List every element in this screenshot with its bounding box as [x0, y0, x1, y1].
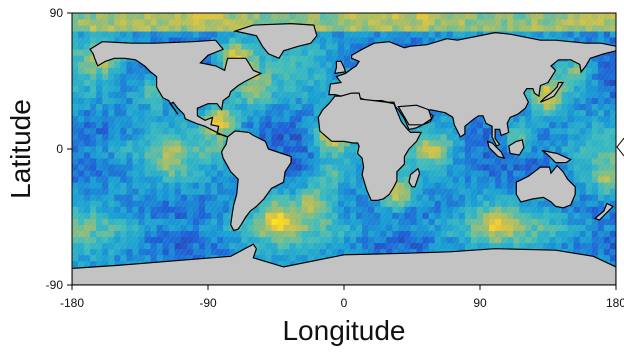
y-axis-label: Latitude	[5, 99, 36, 199]
y-tick-label: -90	[46, 278, 64, 292]
x-tick-label: 180	[606, 296, 624, 310]
land-new-zealand	[593, 202, 615, 221]
land-australia	[515, 164, 576, 209]
y-tick-label: 0	[56, 142, 63, 156]
land-british-isles	[334, 60, 347, 75]
land-arabian-peninsula	[397, 104, 433, 126]
x-tick-label: -180	[60, 296, 84, 310]
land-greenland	[232, 22, 318, 60]
y-axis-ticks: 90 0 -90	[46, 6, 72, 292]
land-masses	[72, 22, 616, 285]
land-madagascar	[408, 167, 421, 188]
land-south-america	[220, 130, 292, 232]
land-antarctica	[72, 243, 616, 285]
land-borneo	[508, 139, 525, 156]
land-japan	[539, 81, 565, 103]
x-axis-ticks: -180 -90 0 90 180	[60, 285, 624, 310]
x-tick-label: -90	[199, 296, 217, 310]
land-north-america	[89, 39, 263, 138]
land-new-guinea	[541, 149, 572, 164]
land-sumatra	[486, 140, 506, 159]
x-tick-label: 0	[341, 296, 348, 310]
clipped-edge-marker	[616, 137, 624, 157]
land-africa	[317, 92, 423, 201]
land-eurasia	[328, 31, 616, 147]
x-tick-label: 90	[473, 296, 487, 310]
y-tick-label: 90	[50, 6, 64, 20]
x-axis-label: Longitude	[282, 315, 405, 346]
